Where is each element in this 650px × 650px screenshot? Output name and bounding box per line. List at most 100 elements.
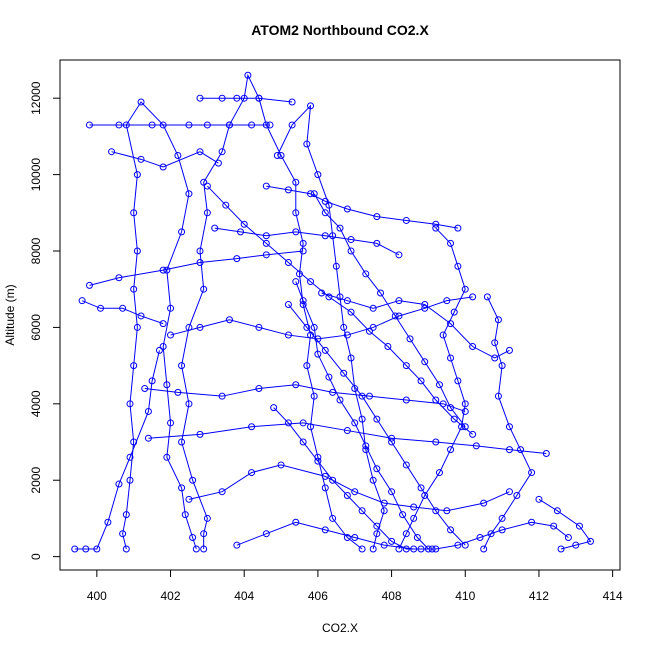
- data-point: [218, 94, 226, 102]
- data-point: [553, 507, 561, 515]
- data-point: [325, 293, 333, 301]
- data-point: [178, 228, 186, 236]
- data-point: [447, 354, 455, 362]
- x-tick-label: 404: [234, 589, 254, 603]
- data-point: [421, 300, 429, 308]
- data-point: [587, 537, 595, 545]
- data-point: [130, 438, 138, 446]
- data-point: [329, 388, 337, 396]
- series-line: [200, 97, 293, 103]
- data-point: [248, 121, 256, 129]
- data-point: [384, 343, 392, 351]
- data-point: [351, 419, 359, 427]
- series-line: [148, 422, 547, 454]
- y-tick-label: 0: [29, 553, 43, 560]
- y-tick-label: 4000: [29, 390, 43, 417]
- data-point: [189, 476, 197, 484]
- data-point: [288, 121, 296, 129]
- data-point: [200, 530, 208, 538]
- data-point: [402, 461, 410, 469]
- data-point: [329, 232, 337, 240]
- data-point: [159, 163, 167, 171]
- x-tick-label: 410: [455, 589, 475, 603]
- data-point: [248, 423, 256, 431]
- data-point: [369, 304, 377, 312]
- data-point: [380, 507, 388, 515]
- data-point: [461, 285, 469, 293]
- data-point: [174, 388, 182, 396]
- data-point: [447, 320, 455, 328]
- data-point: [292, 278, 300, 286]
- data-point: [211, 224, 219, 232]
- series-4: [395, 224, 469, 553]
- series-13: [262, 182, 462, 232]
- data-point: [159, 343, 167, 351]
- data-point: [148, 121, 156, 129]
- data-point: [358, 545, 366, 553]
- data-point: [270, 404, 278, 412]
- series-line: [214, 227, 400, 256]
- series-line: [144, 384, 466, 412]
- series-layer: [71, 71, 595, 553]
- data-point: [395, 251, 403, 259]
- series-8: [78, 297, 167, 328]
- data-point: [421, 492, 429, 500]
- data-point: [255, 385, 263, 393]
- data-point: [104, 518, 112, 526]
- data-point: [480, 545, 488, 553]
- data-point: [133, 171, 141, 179]
- x-tick-label: 406: [308, 589, 328, 603]
- series-9: [85, 247, 307, 289]
- data-point: [126, 453, 134, 461]
- data-point: [498, 514, 506, 522]
- data-point: [340, 369, 348, 377]
- data-point: [310, 323, 318, 331]
- data-point: [288, 98, 296, 106]
- series-line: [321, 292, 510, 359]
- data-point: [178, 438, 186, 446]
- data-point: [262, 251, 270, 259]
- data-point: [284, 186, 292, 194]
- series-7: [71, 346, 163, 553]
- data-point: [439, 331, 447, 339]
- data-point: [410, 514, 418, 522]
- data-point: [284, 300, 292, 308]
- data-point: [505, 446, 513, 454]
- data-point: [461, 423, 469, 431]
- data-point: [277, 152, 285, 160]
- data-point: [513, 492, 521, 500]
- series-11: [85, 121, 274, 129]
- data-point: [122, 545, 130, 553]
- data-point: [196, 247, 204, 255]
- data-point: [185, 400, 193, 408]
- data-point: [240, 220, 248, 228]
- data-point: [321, 484, 329, 492]
- data-point: [476, 534, 484, 542]
- data-point: [347, 308, 355, 316]
- data-point: [167, 419, 175, 427]
- data-point: [402, 545, 410, 553]
- data-point: [266, 121, 274, 129]
- data-point: [373, 530, 381, 538]
- data-point: [432, 220, 440, 228]
- data-point: [167, 331, 175, 339]
- data-point: [417, 545, 425, 553]
- data-point: [402, 530, 410, 538]
- data-point: [299, 419, 307, 427]
- data-point: [108, 148, 116, 156]
- data-point: [196, 148, 204, 156]
- data-point: [225, 121, 233, 129]
- data-point: [200, 545, 208, 553]
- data-point: [71, 545, 79, 553]
- data-point: [181, 511, 189, 519]
- series-line: [266, 185, 458, 229]
- y-tick-label: 2000: [29, 467, 43, 494]
- data-point: [402, 216, 410, 224]
- data-point: [295, 270, 303, 278]
- data-point: [351, 534, 359, 542]
- x-axis-label: CO2.X: [322, 621, 358, 635]
- data-point: [218, 488, 226, 496]
- series-line: [313, 193, 466, 428]
- data-point: [314, 457, 322, 465]
- series-21: [270, 404, 436, 553]
